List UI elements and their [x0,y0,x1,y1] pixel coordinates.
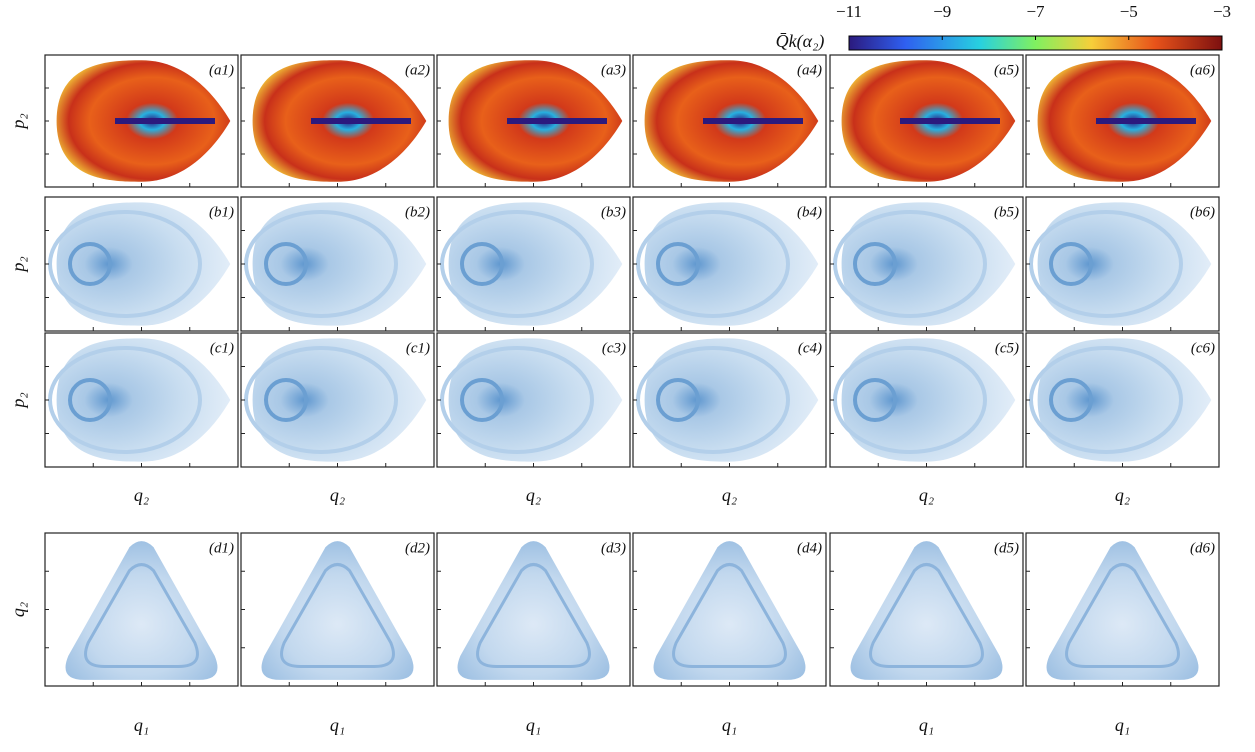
colorbar-tick-label: −9 [933,2,951,21]
x-axis-label: q₂ [722,485,737,505]
x-axis-label: q₁ [526,715,541,735]
ring [636,346,790,454]
y-axis-label: p₂ [8,113,28,130]
panel-label: (c1) [210,340,234,356]
x-axis-label: q₁ [134,715,149,735]
ring [833,346,987,454]
density-map [457,541,610,680]
ring [264,378,308,422]
density-map [65,541,218,680]
x-axis-label: q₂ [526,485,541,505]
panel-label: (b1) [209,204,234,220]
colorbar-tick-label: −7 [1026,2,1045,21]
panel-label: (c4) [798,340,822,356]
colorbar-tick-label: −11 [836,2,862,21]
colorbar-tick-label: −3 [1213,2,1231,21]
panel-label: (d1) [209,540,234,556]
x-axis-label: q₁ [330,715,345,735]
ring [833,210,987,318]
ring [440,210,594,318]
ring [1049,378,1093,422]
density-line [476,563,591,668]
colorbar-label: Q̄k(α₂) [776,31,825,52]
panel-label: (a3) [601,62,626,78]
ring [1049,242,1093,286]
panel-label: (c6) [1191,340,1215,356]
panel-label: (d6) [1190,540,1215,556]
panel-label: (c1) [406,340,430,356]
panel-label: (b4) [797,204,822,220]
panel-label: (b2) [405,204,430,220]
density-line [280,563,395,668]
x-axis-label: q₂ [330,485,345,505]
panel-label: (c3) [602,340,626,356]
ring [853,378,897,422]
ring [48,346,202,454]
ring [1029,346,1183,454]
ring [244,346,398,454]
x-axis-label: q₁ [919,715,934,735]
density-map [1046,541,1199,680]
y-axis-label: q₂ [8,602,28,617]
ring [1029,210,1183,318]
panel-label: (b5) [994,204,1019,220]
density-map [261,541,414,680]
ring [656,378,700,422]
density-line [1065,563,1180,668]
density-map [850,541,1003,680]
x-axis-label: q₁ [722,715,737,735]
ring [460,378,504,422]
ring [853,242,897,286]
panel-label: (b6) [1190,204,1215,220]
panel-label: (b3) [601,204,626,220]
panel-label: (c5) [995,340,1019,356]
density-line [672,563,787,668]
x-axis-label: q₂ [134,485,149,505]
panel-label: (a6) [1190,62,1215,78]
panel-label: (d3) [601,540,626,556]
panel-label: (a4) [797,62,822,78]
y-axis-label: p₂ [8,392,28,409]
x-axis-label: q₂ [919,485,934,505]
ring [636,210,790,318]
panel-label: (d4) [797,540,822,556]
ring [440,346,594,454]
ring [68,242,112,286]
panel-label: (a2) [405,62,430,78]
ring [264,242,308,286]
ring [244,210,398,318]
ring [48,210,202,318]
y-axis-label: p₂ [8,256,28,273]
ring [68,378,112,422]
x-axis-label: q₂ [1115,485,1130,505]
panel-label: (a5) [994,62,1019,78]
x-axis-label: q₁ [1115,715,1130,735]
ring [656,242,700,286]
ring [460,242,504,286]
panel-label: (a1) [209,62,234,78]
colorbar-tick-label: −5 [1120,2,1138,21]
density-map [653,541,806,680]
panel-label: (d5) [994,540,1019,556]
density-line [84,563,199,668]
panel-label: (d2) [405,540,430,556]
density-line [869,563,984,668]
